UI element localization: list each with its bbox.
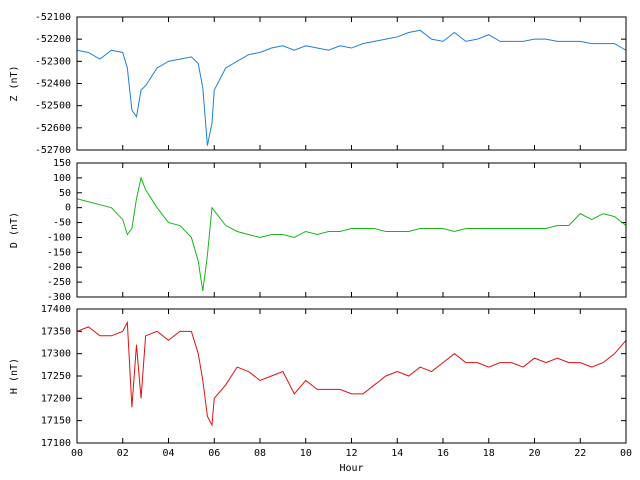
y-axis-label: D (nT) (9, 212, 20, 248)
y-tick-label: -52600 (35, 123, 71, 134)
x-tick-label: 14 (391, 448, 403, 459)
y-tick-label: 50 (59, 188, 71, 199)
y-tick-label: 17350 (41, 326, 71, 337)
y-tick-label: -52200 (35, 34, 71, 45)
plot-frame (76, 16, 627, 151)
y-tick-label: -250 (47, 277, 71, 288)
x-tick-label: 10 (300, 448, 312, 459)
y-tick-label: 17150 (41, 416, 71, 427)
plot-frame (76, 308, 627, 444)
y-tick-label: 0 (65, 203, 71, 214)
y-tick-label: -52400 (35, 79, 71, 90)
y-tick-label: -150 (47, 247, 71, 258)
x-tick-label: 06 (208, 448, 220, 459)
y-tick-label: -52300 (35, 56, 71, 67)
y-tick-label: -50 (53, 218, 71, 229)
y-tick-label: -52500 (35, 101, 71, 112)
x-tick-label: 16 (437, 448, 449, 459)
x-tick-label: 00 (71, 448, 83, 459)
y-tick-label: 100 (53, 173, 71, 184)
data-line (76, 176, 627, 292)
x-tick-label: 00 (620, 448, 632, 459)
y-tick-label: 17400 (41, 304, 71, 315)
x-tick-label: 12 (345, 448, 357, 459)
x-tick-label: 04 (162, 448, 174, 459)
x-tick-label: 02 (117, 448, 129, 459)
y-tick-label: -52100 (35, 12, 71, 23)
y-axis-label: Z (nT) (9, 65, 20, 101)
x-tick-label: 20 (528, 448, 540, 459)
data-line (76, 320, 627, 427)
x-axis-label: Hour (339, 463, 363, 474)
y-tick-label: 150 (53, 158, 71, 169)
x-tick-label: 22 (574, 448, 586, 459)
x-tick-label: 08 (254, 448, 266, 459)
y-tick-label: 17250 (41, 371, 71, 382)
y-tick-label: -52700 (35, 145, 71, 156)
plot-frame (76, 162, 627, 298)
y-axis-label: H (nT) (9, 358, 20, 394)
data-line (76, 29, 627, 146)
y-tick-label: -200 (47, 262, 71, 273)
y-tick-label: -300 (47, 292, 71, 303)
y-tick-label: 17100 (41, 438, 71, 449)
y-tick-label: -100 (47, 232, 71, 243)
x-tick-label: 18 (483, 448, 495, 459)
y-tick-label: 17200 (41, 393, 71, 404)
y-tick-label: 17300 (41, 349, 71, 360)
